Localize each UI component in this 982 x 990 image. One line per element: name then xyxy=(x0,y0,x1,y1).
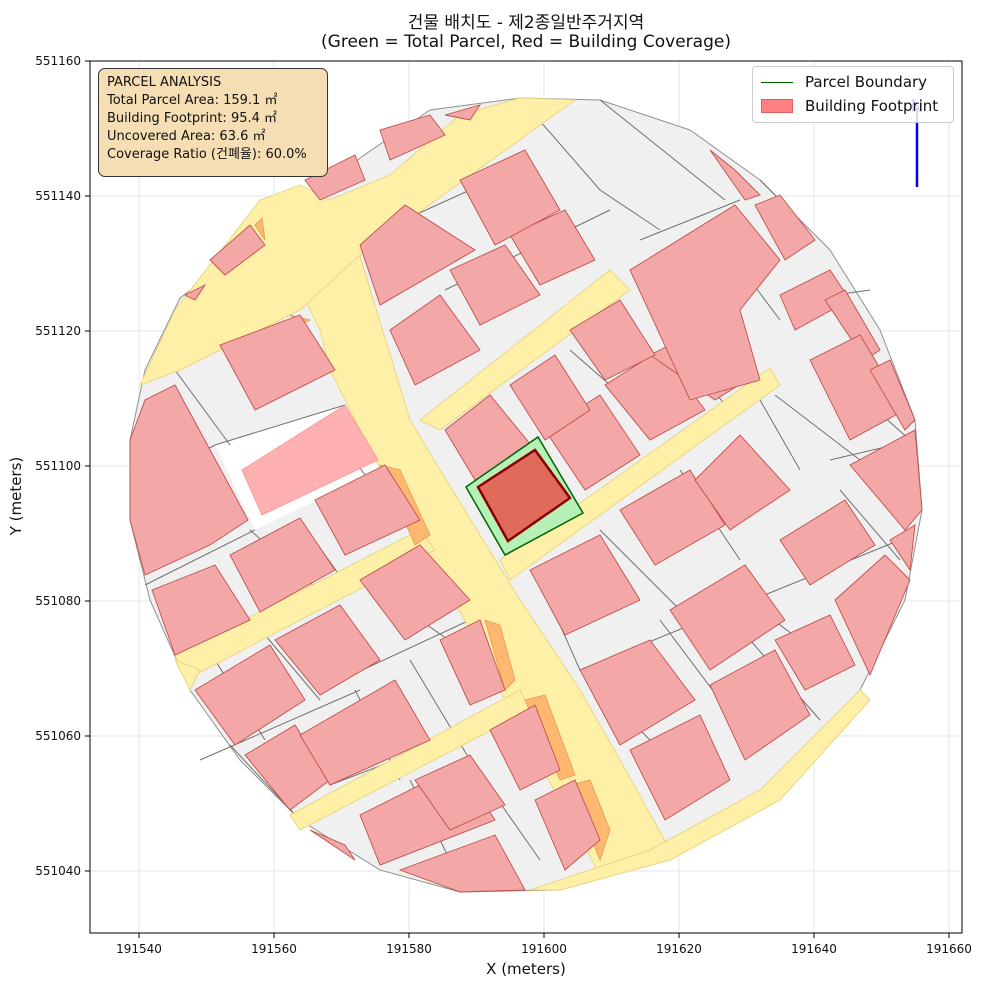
road-southeast-arc xyxy=(529,689,871,891)
y-ticks xyxy=(85,60,90,872)
x-tick-label: 191540 xyxy=(116,942,162,956)
legend-label: Building Footprint xyxy=(805,97,939,115)
map-subtitle: (Green = Total Parcel, Red = Building Co… xyxy=(321,32,731,52)
faded-building xyxy=(241,404,379,516)
x-tick-labels: 191540 191560 191580 191600 191620 19164… xyxy=(116,942,972,956)
legend-patch-swatch xyxy=(761,99,793,113)
x-tick-label: 191620 xyxy=(656,942,702,956)
y-tick-labels: 551040 551060 551080 551100 551120 55114… xyxy=(35,54,81,878)
roads xyxy=(139,97,871,891)
analysis-heading: PARCEL ANALYSIS xyxy=(107,75,222,90)
legend-label: Parcel Boundary xyxy=(805,73,928,91)
legend-item-building: Building Footprint xyxy=(761,96,938,116)
road-west-edge xyxy=(173,659,201,692)
target-building xyxy=(476,448,572,543)
y-tick-label: 551060 xyxy=(35,729,81,743)
building-footprint-area: Building Footprint: 95.4 ㎡ xyxy=(107,111,278,126)
y-tick-label: 551100 xyxy=(35,459,81,473)
buildings xyxy=(129,104,923,893)
x-tick-label: 191600 xyxy=(521,942,567,956)
x-tick-label: 191640 xyxy=(791,942,837,956)
map-title: 건물 배치도 - 제2종일반주거지역 xyxy=(407,13,645,33)
legend-item-parcel: Parcel Boundary xyxy=(761,72,927,92)
x-ticks xyxy=(138,933,950,938)
coverage-ratio: Coverage Ratio (건폐율): 60.0% xyxy=(107,147,307,162)
x-tick-label: 191660 xyxy=(926,942,972,956)
road-northeast-strip xyxy=(419,269,631,431)
y-tick-label: 551140 xyxy=(35,189,81,203)
axes-frame xyxy=(89,60,963,934)
total-parcel-area: Total Parcel Area: 159.1 ㎡ xyxy=(107,93,278,108)
y-tick-label: 551160 xyxy=(35,54,81,68)
y-tick-label: 551120 xyxy=(35,324,81,338)
uncovered-area: Uncovered Area: 63.6 ㎡ xyxy=(107,129,266,144)
parcel-analysis-box: PARCEL ANALYSIS Total Parcel Area: 159.1… xyxy=(98,68,328,177)
y-tick-label: 551040 xyxy=(35,864,81,878)
x-tick-label: 191580 xyxy=(386,942,432,956)
legend-line-swatch xyxy=(761,81,793,83)
x-tick-label: 191560 xyxy=(251,942,297,956)
x-axis-label: X (meters) xyxy=(486,960,566,978)
y-tick-label: 551080 xyxy=(35,594,81,608)
legend: Parcel Boundary Building Footprint xyxy=(752,66,954,123)
y-axis-label: Y (meters) xyxy=(7,456,25,536)
road-east-strip xyxy=(499,367,781,581)
